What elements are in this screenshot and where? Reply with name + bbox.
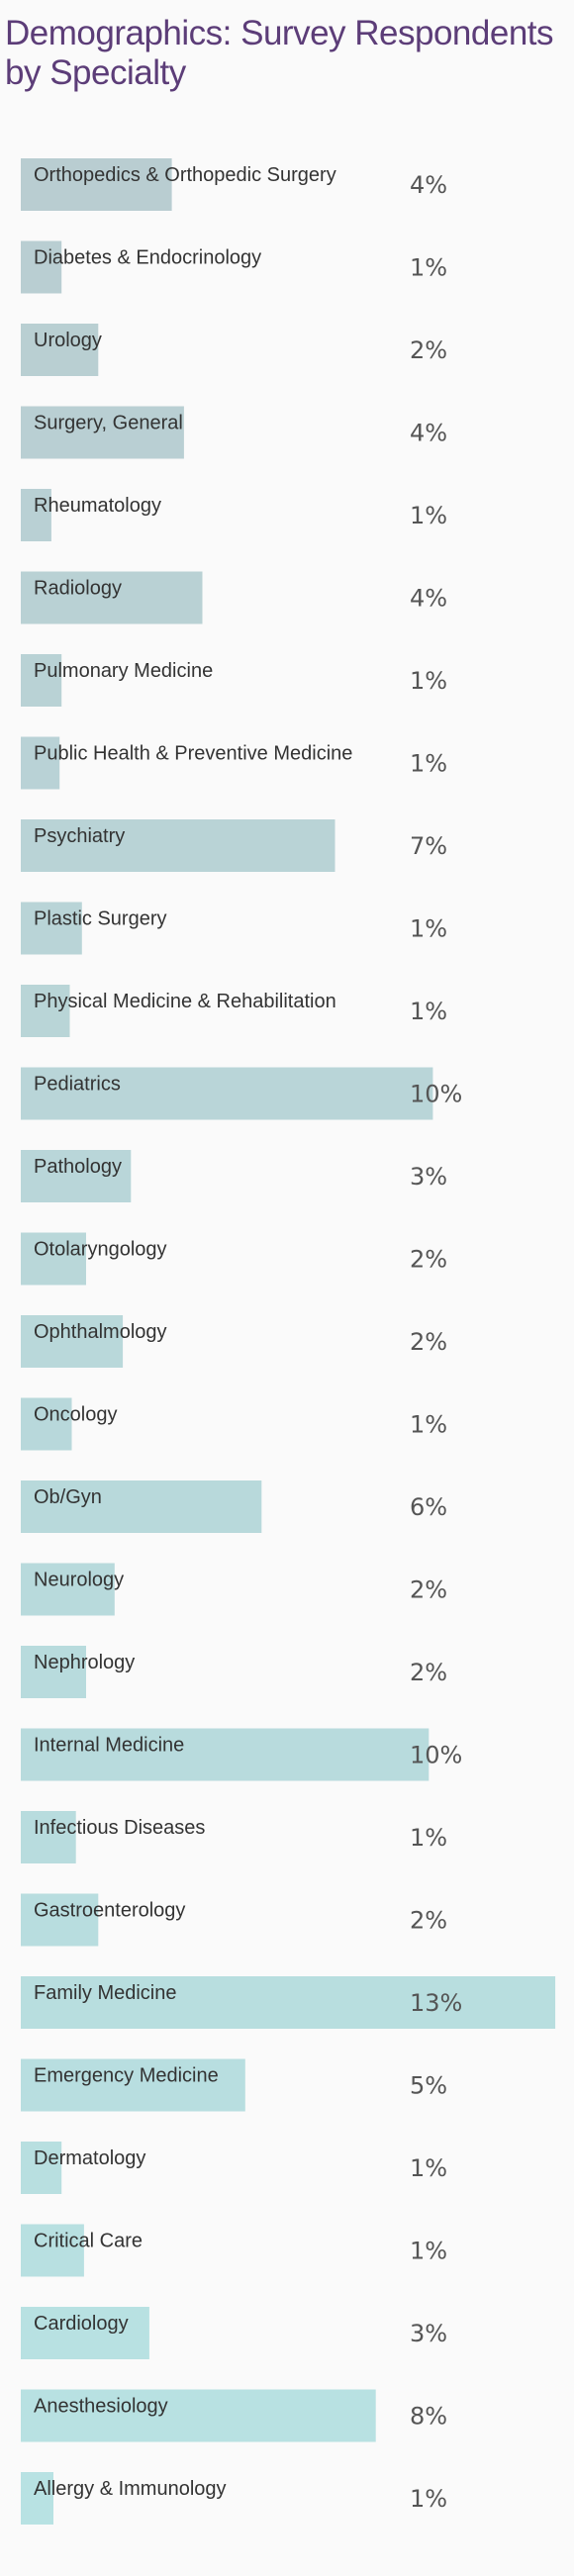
bar — [21, 2142, 62, 2194]
category-label: Surgery, General — [34, 413, 183, 434]
bar — [21, 571, 203, 624]
category-label: Cardiology — [34, 2313, 129, 2335]
value-label: 10% — [410, 1081, 462, 1108]
category-label: Diabetes & Endocrinology — [34, 247, 261, 269]
bar — [21, 1232, 86, 1286]
bar — [21, 2472, 53, 2525]
value-label: 3% — [410, 2320, 447, 2347]
bar — [21, 1811, 76, 1863]
category-label: Emergency Medicine — [34, 2065, 219, 2087]
bar — [21, 654, 62, 707]
value-label: 2% — [410, 1576, 447, 1604]
category-label: Neurology — [34, 1570, 124, 1591]
category-label: Dermatology — [34, 2147, 145, 2169]
bar — [21, 1563, 115, 1616]
bar — [21, 2224, 84, 2277]
value-label: 4% — [410, 585, 447, 613]
category-label: Public Health & Preventive Medicine — [34, 743, 352, 765]
category-label: Gastroenterology — [34, 1900, 185, 1922]
bar — [21, 1646, 86, 1698]
value-label: 2% — [410, 1246, 447, 1274]
bar — [21, 1067, 433, 1120]
category-label: Family Medicine — [34, 1982, 176, 2004]
value-label: 1% — [410, 998, 447, 1025]
bar — [21, 489, 51, 541]
value-label: 1% — [410, 750, 447, 778]
value-label: 8% — [410, 2403, 447, 2431]
category-label: Oncology — [34, 1404, 118, 1426]
bar — [21, 1480, 262, 1533]
value-label: 1% — [410, 667, 447, 695]
category-label: Ophthalmology — [34, 1321, 167, 1343]
category-label: Urology — [34, 330, 102, 351]
bar — [21, 985, 70, 1037]
value-label: 1% — [410, 502, 447, 529]
value-label: 7% — [410, 832, 447, 860]
value-label: 2% — [410, 1659, 447, 1686]
bar — [21, 736, 60, 790]
value-label: 4% — [410, 171, 447, 199]
bar — [21, 158, 172, 211]
category-label: Pediatrics — [34, 1074, 121, 1096]
category-label: Physical Medicine & Rehabilitation — [34, 991, 336, 1012]
value-label: 1% — [410, 2485, 447, 2513]
category-label: Pulmonary Medicine — [34, 660, 213, 682]
bar — [21, 2307, 149, 2359]
category-label: Radiology — [34, 578, 122, 600]
value-label: 1% — [410, 2154, 447, 2182]
value-label: 10% — [410, 1742, 462, 1769]
category-label: Critical Care — [34, 2231, 143, 2252]
value-label: 1% — [410, 1411, 447, 1439]
bar — [21, 1315, 124, 1368]
category-label: Internal Medicine — [34, 1735, 184, 1757]
value-label: 6% — [410, 1493, 447, 1521]
value-label: 2% — [410, 1328, 447, 1356]
category-label: Allergy & Immunology — [34, 2478, 227, 2500]
value-label: 1% — [410, 2238, 447, 2265]
category-label: Ob/Gyn — [34, 1486, 102, 1508]
category-labels-layer: Orthopedics & Orthopedic Surgery Diabetes… — [34, 164, 352, 2500]
value-label: 5% — [410, 2072, 447, 2100]
category-label: Otolaryngology — [34, 1239, 167, 1261]
value-label: 2% — [410, 1907, 447, 1935]
bar — [21, 1976, 556, 2029]
bar — [21, 819, 335, 872]
bar — [21, 1150, 132, 1202]
bar — [21, 1397, 72, 1451]
value-label: 1% — [410, 254, 447, 282]
category-label: Rheumatology — [34, 495, 161, 517]
bars-layer — [21, 158, 556, 2525]
category-label: Pathology — [34, 1156, 122, 1178]
bar — [21, 1728, 430, 1781]
value-labels-layer: 4% 1% 2% 4% 1% 4% 1% 1% 7% 1% 1% 10% 3% 2% 2% 1% 6% 2% 2% 1… — [410, 171, 462, 2513]
value-label: 1% — [410, 1824, 447, 1852]
value-label: 2% — [410, 336, 447, 364]
value-label: 13% — [410, 1989, 462, 2017]
bar — [21, 324, 99, 376]
bar — [21, 2058, 245, 2112]
category-label: Psychiatry — [34, 825, 125, 847]
category-label: Orthopedics & Orthopedic Surgery — [34, 164, 336, 186]
category-label: Plastic Surgery — [34, 908, 167, 930]
category-label: Infectious Diseases — [34, 1817, 205, 1839]
category-label: Nephrology — [34, 1652, 135, 1673]
chart-title: Demographics: Survey Respondents by Spec… — [5, 14, 554, 92]
bar — [21, 240, 62, 294]
category-label: Anesthesiology — [34, 2396, 168, 2418]
value-label: 3% — [410, 1163, 447, 1191]
bar — [21, 2389, 376, 2442]
value-label: 4% — [410, 420, 447, 447]
value-label: 1% — [410, 915, 447, 943]
bar — [21, 902, 82, 955]
bar — [21, 406, 184, 459]
bar — [21, 1893, 99, 1947]
